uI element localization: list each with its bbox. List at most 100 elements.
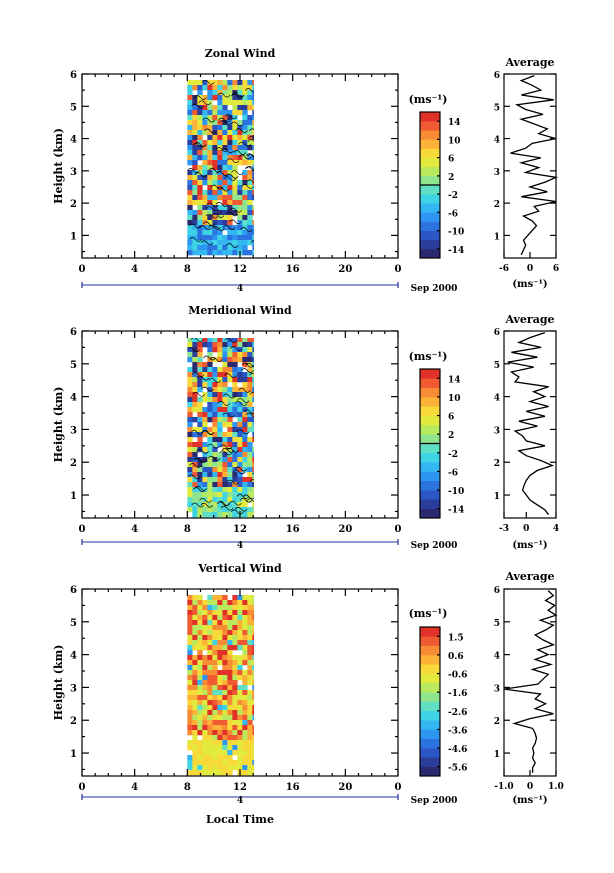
colorbar-tick-label: 1.5 bbox=[448, 633, 464, 643]
colorbar-band bbox=[420, 406, 440, 416]
x-tick-label: 20 bbox=[338, 264, 352, 275]
profile-y-tick-label: 3 bbox=[494, 684, 500, 694]
x-tick-label: 12 bbox=[233, 264, 247, 275]
x-tick-label: 16 bbox=[286, 264, 300, 275]
local-time-label: Local Time bbox=[206, 813, 274, 826]
colorbar-tick-label: 10 bbox=[448, 136, 461, 146]
day-label: 4 bbox=[237, 541, 243, 551]
x-tick-label: 8 bbox=[184, 264, 191, 275]
colorbar-band bbox=[420, 157, 440, 168]
profile-x-label: (ms⁻¹) bbox=[512, 540, 547, 551]
colorbar-band bbox=[420, 508, 440, 519]
y-tick-label: 5 bbox=[70, 360, 77, 371]
colorbar-frame bbox=[419, 626, 441, 777]
colorbar-tick-label: -14 bbox=[448, 246, 464, 256]
colorbar-tick-label: -14 bbox=[448, 506, 464, 516]
colorbar-band bbox=[420, 757, 440, 767]
profile-y-tick-label: 5 bbox=[494, 103, 500, 113]
colorbar-band bbox=[420, 194, 440, 204]
y-tick-label: 4 bbox=[70, 651, 77, 662]
profile-frame bbox=[503, 73, 557, 259]
profile-y-tick-label: 5 bbox=[494, 619, 500, 629]
colorbar-band bbox=[420, 369, 440, 379]
profile-title: Average bbox=[504, 56, 554, 69]
colorbar-band bbox=[420, 490, 440, 500]
profile-x-tick-label: -3 bbox=[499, 524, 509, 534]
colorbar-band bbox=[420, 738, 440, 749]
y-tick-label: 2 bbox=[70, 458, 77, 469]
day-label: 4 bbox=[237, 796, 243, 806]
y-tick-label: 4 bbox=[70, 135, 77, 146]
profile-frame bbox=[503, 330, 557, 519]
colorbar-band bbox=[420, 692, 440, 702]
colorbar-band bbox=[420, 682, 440, 693]
profile-x-tick-label: 0 bbox=[523, 524, 529, 534]
profile-y-tick-label: 2 bbox=[494, 200, 500, 210]
day-label: 4 bbox=[237, 284, 243, 294]
date-label: Sep 2000 bbox=[411, 284, 458, 294]
y-tick-label: 6 bbox=[70, 70, 77, 81]
colorbar-tick-label: 14 bbox=[448, 375, 461, 385]
x-tick-label: 8 bbox=[184, 524, 191, 535]
profile-x-tick-label: -1.0 bbox=[494, 782, 513, 792]
profile-line bbox=[510, 74, 559, 256]
colorbar-band bbox=[420, 673, 440, 684]
colorbar-band bbox=[420, 664, 440, 674]
profile-y-tick-label: 2 bbox=[494, 459, 500, 469]
y-tick-label: 1 bbox=[70, 749, 77, 760]
colorbar-band bbox=[420, 185, 440, 195]
average-profile: Average 1 2 3 4 5 6 -3 0 4 (ms⁻¹) bbox=[494, 313, 559, 551]
colorbar-band bbox=[420, 462, 440, 472]
panel-title: Meridional Wind bbox=[188, 304, 292, 317]
panel-title: Vertical Wind bbox=[197, 562, 282, 575]
y-tick-label: 5 bbox=[70, 618, 77, 629]
profile-line bbox=[507, 331, 555, 516]
y-tick-label: 3 bbox=[70, 683, 77, 694]
profile-x-label: (ms⁻¹) bbox=[512, 279, 547, 290]
colorbar-band bbox=[420, 720, 440, 730]
profile-y-tick-label: 4 bbox=[494, 652, 500, 662]
x-tick-label: 0 bbox=[79, 264, 86, 275]
colorbar-tick-label: 6 bbox=[448, 413, 454, 423]
profile-x-tick-label: 0 bbox=[527, 264, 533, 274]
x-tick-label: 16 bbox=[286, 524, 300, 535]
profile-y-tick-label: 2 bbox=[494, 717, 500, 727]
colorbar-band bbox=[420, 434, 440, 444]
y-axis-label: Height (km) bbox=[52, 128, 65, 204]
profile-x-tick-label: 1.0 bbox=[548, 782, 564, 792]
colorbar-band bbox=[420, 415, 440, 426]
profile-y-tick-label: 4 bbox=[494, 394, 500, 404]
colorbar-tick-label: -0.6 bbox=[448, 671, 467, 681]
colorbar-band bbox=[420, 627, 440, 637]
x-tick-label: 20 bbox=[338, 782, 352, 793]
colorbar-tick-label: -4.6 bbox=[448, 745, 467, 755]
colorbar-unit-label: (ms⁻¹) bbox=[409, 607, 448, 620]
average-profile: Average 1 2 3 4 5 6 -6 0 6 (ms⁻¹) bbox=[494, 56, 559, 290]
colorbar-tick-label: 6 bbox=[448, 155, 454, 165]
x-tick-label: 8 bbox=[184, 782, 191, 793]
colorbar-band bbox=[420, 654, 440, 665]
profile-title: Average bbox=[504, 570, 554, 583]
profile-y-tick-label: 6 bbox=[494, 586, 500, 596]
colorbar-tick-label: 2 bbox=[448, 431, 454, 441]
colorbar-band bbox=[420, 443, 440, 454]
profile-title: Average bbox=[504, 313, 554, 326]
y-tick-label: 6 bbox=[70, 585, 77, 596]
y-tick-label: 6 bbox=[70, 327, 77, 338]
profile-line bbox=[503, 590, 558, 773]
x-tick-label: 16 bbox=[286, 782, 300, 793]
colorbar-band bbox=[420, 130, 440, 140]
colorbar-band bbox=[420, 139, 440, 149]
y-tick-label: 2 bbox=[70, 716, 77, 727]
profile-y-tick-label: 1 bbox=[494, 492, 500, 502]
profile-y-tick-label: 1 bbox=[494, 232, 500, 242]
profile-x-tick-label: 4 bbox=[553, 524, 559, 534]
x-tick-label: 0 bbox=[79, 782, 86, 793]
colorbar-tick-label: 0.6 bbox=[448, 652, 464, 662]
colorbar-tick-label: -1.6 bbox=[448, 689, 467, 699]
x-tick-label: 0 bbox=[395, 782, 402, 793]
x-tick-label: 0 bbox=[395, 264, 402, 275]
y-tick-label: 5 bbox=[70, 102, 77, 113]
colorbar-tick-label: -3.6 bbox=[448, 726, 467, 736]
